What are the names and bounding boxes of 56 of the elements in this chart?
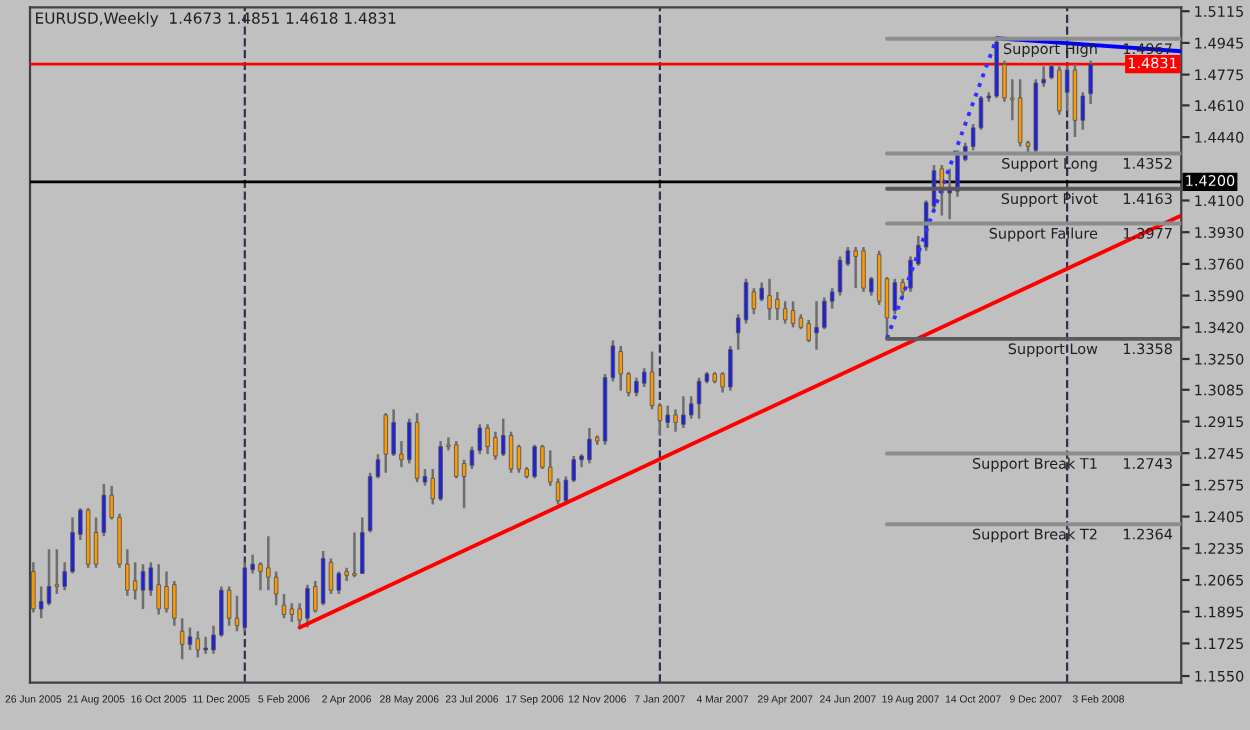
candlestick xyxy=(1057,64,1062,116)
candlestick xyxy=(132,561,138,601)
candlestick xyxy=(352,531,357,579)
candlestick xyxy=(767,277,772,322)
candlestick xyxy=(587,426,592,465)
candlestick xyxy=(1017,78,1023,148)
candlestick xyxy=(822,296,827,331)
candlestick xyxy=(360,516,365,575)
candlestick xyxy=(618,344,623,392)
candlestick xyxy=(751,286,757,316)
candlestick xyxy=(485,423,490,456)
candlestick xyxy=(892,277,898,316)
candlestick xyxy=(1064,64,1070,113)
candlestick xyxy=(516,443,522,475)
candlestick xyxy=(266,534,271,592)
candlestick xyxy=(31,561,36,614)
candlestick xyxy=(156,562,161,616)
candlestick xyxy=(336,570,341,596)
candlestick xyxy=(837,255,843,297)
candlestick xyxy=(203,635,208,655)
candlestick xyxy=(320,549,326,607)
candlestick xyxy=(164,570,169,614)
candlestick xyxy=(775,290,780,322)
candlestick xyxy=(1088,59,1093,106)
candlestick xyxy=(281,592,287,620)
candlestick xyxy=(532,443,537,480)
candlestick xyxy=(696,376,702,420)
candlestick xyxy=(508,430,514,475)
candlestick xyxy=(728,344,733,392)
candlestick xyxy=(187,626,193,652)
candlestick xyxy=(179,616,185,661)
candlestick xyxy=(782,299,788,325)
candlestick xyxy=(673,408,678,433)
candlestick xyxy=(289,602,295,624)
candlestick xyxy=(273,570,279,607)
candlestick xyxy=(454,439,459,480)
candlestick xyxy=(814,299,819,351)
candlestick xyxy=(493,430,498,461)
candlestick xyxy=(391,408,396,458)
candlestick xyxy=(806,318,811,344)
candlestick xyxy=(258,561,263,592)
candlestick xyxy=(46,547,52,607)
candlestick xyxy=(383,411,388,475)
candlestick xyxy=(681,395,686,430)
candlestick xyxy=(665,404,670,430)
candlestick xyxy=(759,281,764,303)
candlestick xyxy=(54,547,60,596)
candlestick xyxy=(195,630,201,659)
candlestick xyxy=(140,562,146,611)
candlestick xyxy=(328,557,334,596)
candlestick xyxy=(305,583,310,629)
candlestick xyxy=(172,579,177,627)
candlestick xyxy=(634,376,639,398)
candlestick xyxy=(861,245,866,294)
candlestick xyxy=(853,245,858,290)
candlestick xyxy=(790,299,796,329)
